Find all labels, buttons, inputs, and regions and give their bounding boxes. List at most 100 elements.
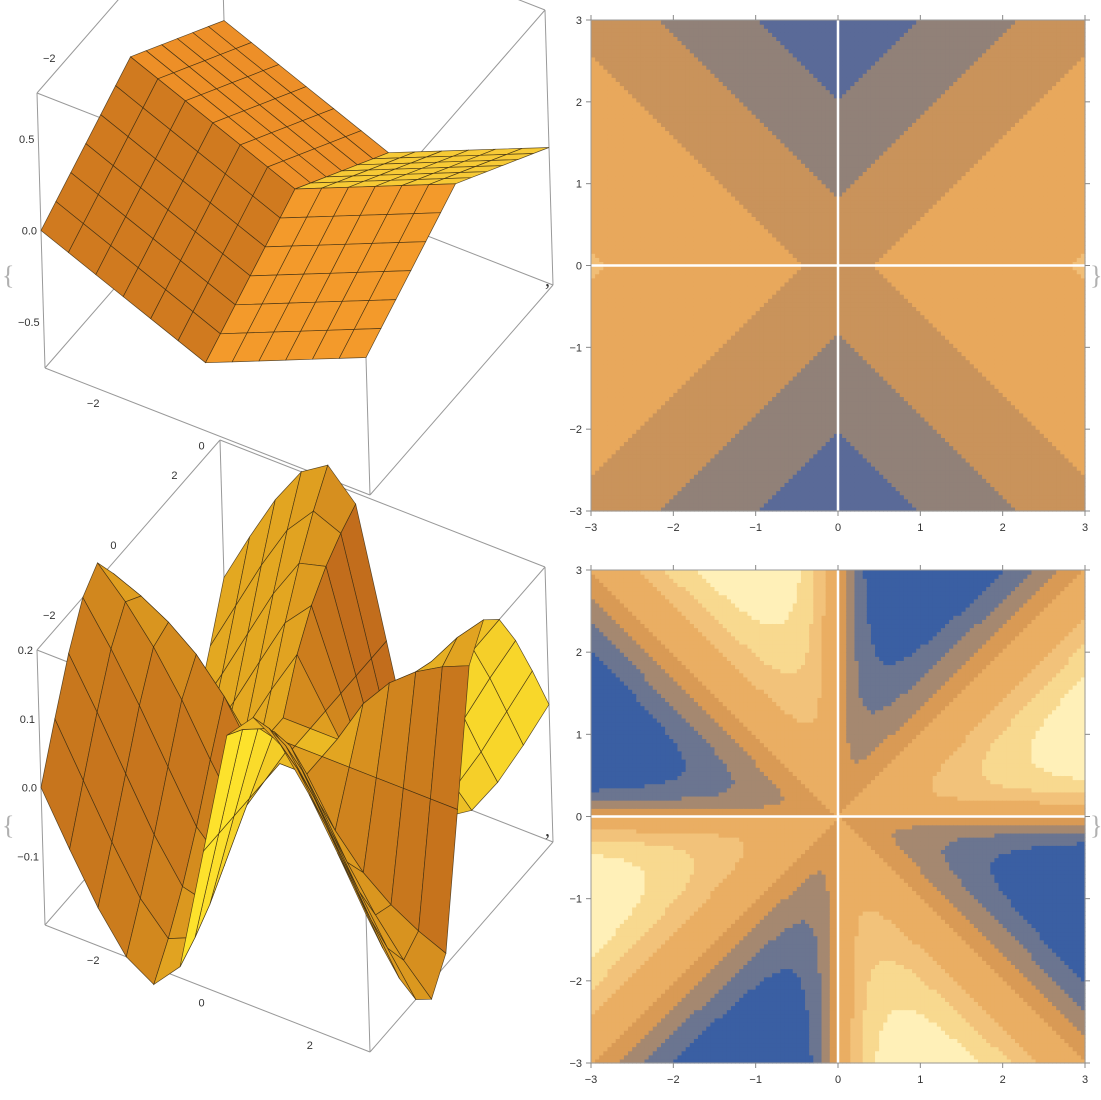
contour-cell	[727, 24, 732, 29]
contour-cell	[649, 249, 654, 254]
contour-cell	[735, 94, 740, 99]
contour-cell	[682, 401, 687, 406]
contour-cell	[710, 499, 715, 504]
contour-cell	[686, 253, 691, 258]
contour-cell	[723, 81, 728, 86]
contour-cell	[603, 470, 608, 475]
contour-cell	[624, 94, 629, 99]
contour-cell	[636, 450, 641, 455]
contour-cell	[686, 311, 691, 316]
contour-cell	[710, 331, 715, 336]
contour-cell	[747, 216, 752, 221]
contour-cell	[673, 81, 678, 86]
contour-cell	[715, 45, 720, 50]
contour-cell	[669, 437, 674, 442]
contour-cell	[640, 233, 645, 238]
contour-cell	[677, 364, 682, 369]
contour-cell	[690, 94, 695, 99]
contour-cell	[735, 290, 740, 295]
contour-cell	[719, 429, 724, 434]
contour-cell	[747, 192, 752, 197]
contour-cell	[702, 396, 707, 401]
contour-cell	[616, 327, 621, 332]
contour-cell	[645, 188, 650, 193]
contour-cell	[739, 294, 744, 299]
contour-cell	[710, 286, 715, 291]
contour-cell	[669, 417, 674, 422]
contour-cell	[624, 433, 629, 438]
contour-cell	[640, 454, 645, 459]
contour-cell	[710, 388, 715, 393]
contour-cell	[706, 212, 711, 217]
contour-cell	[723, 401, 728, 406]
contour-cell	[702, 356, 707, 361]
contour-cell	[747, 421, 752, 426]
contour-cell	[636, 180, 641, 185]
contour-cell	[673, 458, 678, 463]
contour-cell	[735, 286, 740, 291]
contour-cell	[665, 343, 670, 348]
contour-cell	[595, 384, 600, 389]
contour-cell	[677, 335, 682, 340]
contour-cell	[657, 396, 662, 401]
contour-cell	[673, 339, 678, 344]
contour-cell	[686, 216, 691, 221]
contour-cell	[603, 388, 608, 393]
contour-cell	[677, 429, 682, 434]
contour-cell	[686, 188, 691, 193]
contour-cell	[694, 433, 699, 438]
contour-cell	[743, 282, 748, 287]
contour-cell	[599, 122, 604, 127]
contour-cell	[624, 372, 629, 377]
contour-cell	[710, 208, 715, 213]
contour-cell	[677, 147, 682, 152]
contour-cell	[636, 306, 641, 311]
contour-cell	[669, 376, 674, 381]
contour-cell	[645, 216, 650, 221]
contour-cell	[645, 114, 650, 119]
contour-cell	[591, 486, 596, 491]
contour-cell	[694, 458, 699, 463]
contour-cell	[715, 90, 720, 95]
contour-cell	[677, 110, 682, 115]
contour-cell	[661, 20, 666, 25]
contour-cell	[628, 306, 633, 311]
contour-cell	[690, 85, 695, 90]
contour-cell	[616, 106, 621, 111]
contour-cell	[607, 106, 612, 111]
contour-cell	[706, 73, 711, 78]
contour-cell	[649, 220, 654, 225]
contour-cell	[743, 450, 748, 455]
contour-cell	[632, 253, 637, 258]
contour-cell	[710, 167, 715, 172]
contour-cell	[624, 466, 629, 471]
contour-cell	[727, 110, 732, 115]
contour-cell	[710, 216, 715, 221]
contour-cell	[607, 323, 612, 328]
contour-cell	[632, 454, 637, 459]
contour-cell	[686, 339, 691, 344]
contour-cell	[690, 147, 695, 152]
contour-cell	[743, 192, 748, 197]
contour-cell	[591, 151, 596, 156]
contour-cell	[694, 380, 699, 385]
contour-cell	[715, 122, 720, 127]
contour-cell	[653, 130, 658, 135]
contour-cell	[747, 429, 752, 434]
contour-cell	[747, 495, 752, 500]
contour-cell	[723, 110, 728, 115]
contour-cell	[612, 491, 617, 496]
contour-cell	[616, 171, 621, 176]
contour-cell	[694, 302, 699, 307]
contour-cell	[686, 335, 691, 340]
contour-cell	[591, 233, 596, 238]
contour-cell	[702, 380, 707, 385]
contour-cell	[690, 360, 695, 365]
contour-cell	[607, 466, 612, 471]
contour-cell	[636, 122, 641, 127]
contour-cell	[739, 311, 744, 316]
contour-cell	[694, 151, 699, 156]
contour-cell	[649, 425, 654, 430]
contour-cell	[628, 253, 633, 258]
contour-cell	[673, 135, 678, 140]
